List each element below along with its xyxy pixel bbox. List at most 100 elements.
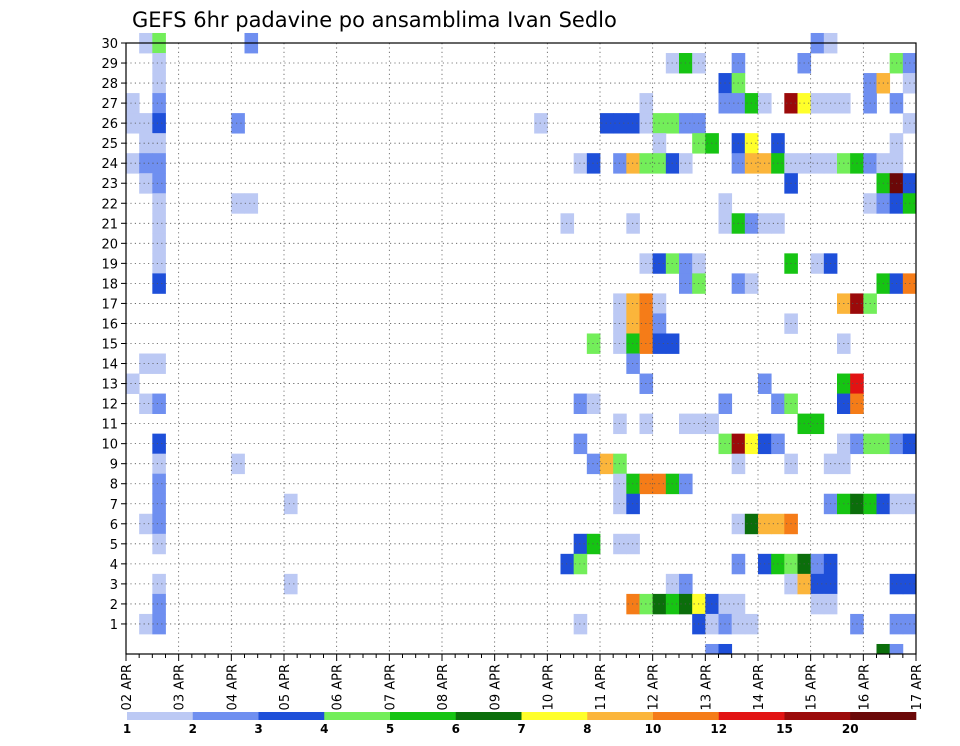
x-tick-label: 11 APR (594, 664, 609, 710)
heatmap-cell (573, 613, 588, 635)
colorbar-label: 5 (386, 722, 394, 736)
colorbar-label: 3 (254, 722, 262, 736)
heatmap-cell (126, 373, 140, 394)
heatmap-cell (152, 133, 166, 154)
heatmap-cell (560, 553, 575, 575)
y-tick-label: 28 (101, 77, 118, 92)
y-tick-label: 26 (101, 117, 118, 132)
heatmap-cell (152, 213, 166, 234)
heatmap-cell (586, 453, 601, 475)
y-tick-label: 16 (101, 317, 118, 332)
colorbar-label: 10 (645, 722, 662, 736)
heatmap-cell (586, 393, 601, 414)
x-tick-label: 07 APR (383, 664, 398, 710)
heatmap-cell (244, 193, 259, 214)
heatmap-cell (231, 453, 245, 475)
heatmap-cell (126, 93, 140, 114)
colorbar-label: 12 (710, 722, 727, 736)
colorbar-label: 20 (842, 722, 859, 736)
heatmap-cell (152, 573, 166, 595)
heatmap-cell (284, 573, 298, 595)
heatmap-cell (152, 593, 166, 615)
y-tick-label: 5 (110, 538, 118, 553)
heatmap-cell (152, 513, 166, 535)
heatmap-cell (152, 273, 166, 294)
y-tick-label: 10 (101, 438, 118, 453)
y-tick-label: 6 (110, 518, 118, 533)
y-tick-label: 1 (110, 618, 118, 633)
heatmap-cell (573, 153, 588, 174)
heatmap-cell (573, 533, 588, 555)
heatmap-cell (152, 533, 166, 555)
x-tick-label: 03 APR (173, 664, 188, 710)
heatmap-cell (586, 533, 601, 555)
heatmap-cell (586, 153, 601, 174)
x-tick-label: 15 APR (805, 664, 820, 710)
heatmap-cell (573, 393, 588, 414)
heatmap-cell (139, 513, 153, 535)
x-tick-label: 10 APR (541, 664, 556, 710)
y-tick-label: 12 (101, 398, 118, 413)
heatmap-cell (139, 133, 153, 154)
heatmap-cell (126, 113, 140, 134)
y-tick-label: 22 (101, 197, 118, 212)
y-tick-label: 19 (101, 257, 118, 272)
x-tick-label: 06 APR (331, 664, 346, 710)
colorbar-label: 8 (583, 722, 591, 736)
heatmap-cell (139, 393, 153, 414)
colorbar-swatch (718, 712, 785, 720)
colorbar-swatch (521, 712, 588, 720)
heatmap-cell (152, 113, 166, 134)
y-tick-label: 13 (101, 378, 118, 393)
y-tick-label: 7 (110, 498, 118, 513)
heatmap-cell (139, 153, 153, 174)
colorbar-swatch (653, 712, 720, 720)
colorbar-swatch (127, 712, 194, 720)
y-tick-label: 29 (101, 57, 118, 72)
y-tick-label: 2 (110, 598, 118, 613)
heatmap-cell (152, 93, 166, 114)
heatmap-cell (586, 333, 601, 354)
colorbar: 1 2 3 4 5 6 7 8 10 12 15 20 (123, 712, 917, 736)
heatmap-cell (152, 493, 166, 515)
heatmap-cell (573, 433, 588, 455)
heatmap-cell (705, 643, 719, 655)
heatmap-cell (876, 643, 891, 655)
heatmap-cell (152, 473, 166, 495)
x-tick-label: 17 APR (910, 664, 925, 710)
y-tick-label: 23 (101, 177, 118, 192)
y-tick-label: 11 (101, 418, 118, 433)
y-tick-label: 30 (101, 37, 118, 52)
heatmap-cell (560, 213, 575, 234)
heatmap-cell (152, 353, 166, 374)
x-tick-label: 05 APR (278, 664, 293, 710)
heatmap-cell (231, 113, 245, 134)
y-tick-label: 17 (101, 297, 118, 312)
colorbar-swatch (390, 712, 457, 720)
colorbar-swatch (455, 712, 522, 720)
heatmap-cell (573, 553, 588, 575)
heatmap-cell (152, 453, 166, 475)
colorbar-label: 15 (776, 722, 793, 736)
y-tick-label: 15 (101, 337, 118, 352)
colorbar-label: 7 (517, 722, 525, 736)
heatmap-cell (718, 643, 733, 655)
heatmap-cell (231, 193, 245, 214)
y-tick-label: 4 (110, 558, 118, 573)
y-tick-label: 18 (101, 277, 118, 292)
colorbar-label: 1 (123, 722, 131, 736)
x-tick-label: 09 APR (489, 664, 504, 710)
y-tick-label: 9 (110, 458, 118, 473)
colorbar-swatch (784, 712, 851, 720)
chart-title: GEFS 6hr padavine po ansamblima Ivan Sed… (132, 8, 617, 32)
heatmap-cell (152, 53, 166, 74)
colorbar-label: 6 (452, 722, 460, 736)
heatmap-cell (139, 353, 153, 374)
heatmap-cell (139, 613, 153, 635)
colorbar-label: 2 (189, 722, 197, 736)
heatmap-cells (126, 32, 917, 655)
heatmap-cell (126, 153, 140, 174)
heatmap-cell (284, 493, 298, 515)
x-tick-label: 16 APR (857, 664, 872, 710)
